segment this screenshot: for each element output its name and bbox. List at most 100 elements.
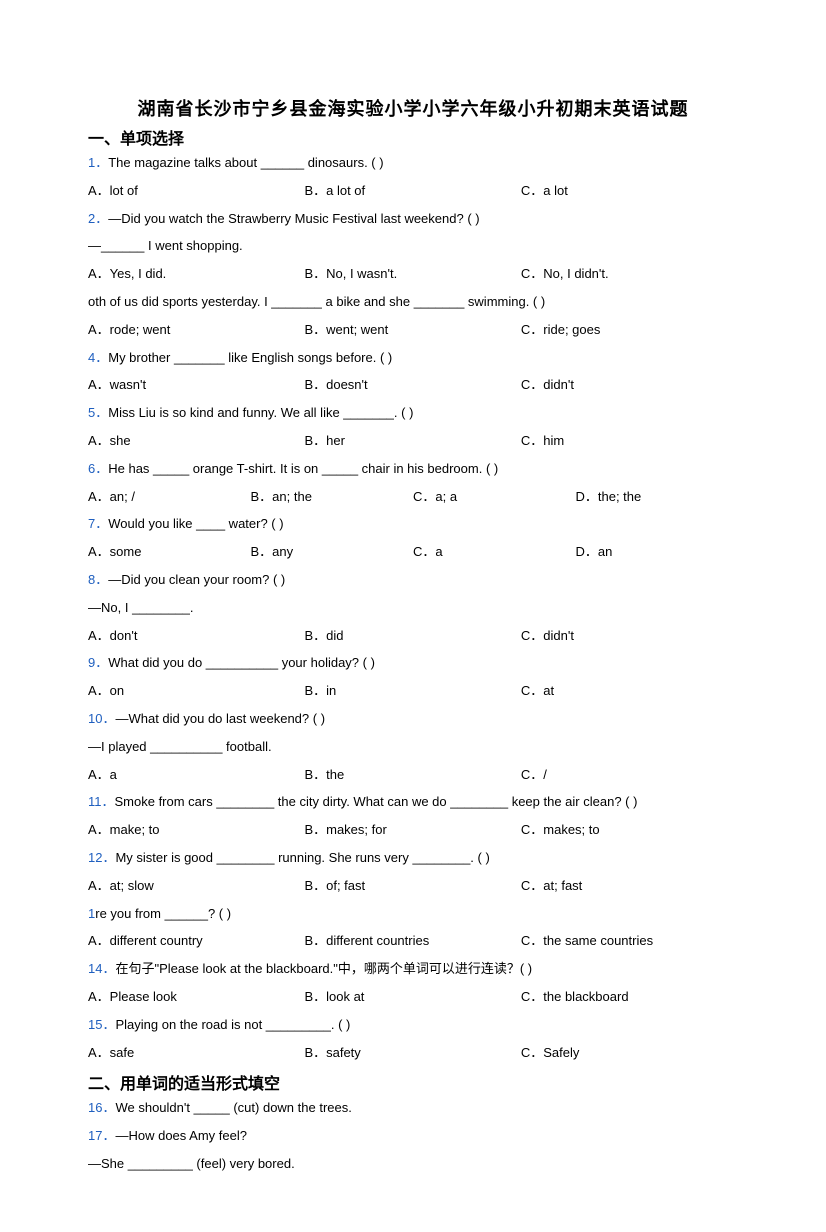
question-body: oth of us did sports yesterday. I ______… [88,294,545,309]
question-text: 7．Would you like ____ water? ( ) [88,514,738,535]
question-text: 10．—What did you do last weekend? ( ) [88,709,738,730]
question-text: 14．在句子"Please look at the blackboard."中，… [88,959,738,980]
option-d: D．the; the [576,487,739,508]
question-body: 在句子"Please look at the blackboard."中，哪两个… [115,961,532,976]
section1-title: 一、单项选择 [88,125,738,149]
fill-question-text: 17．—How does Amy feel? [88,1126,738,1147]
option-b: B．the [304,765,520,786]
question-text: 12．My sister is good ________ running. S… [88,848,738,869]
option-c: C．didn't [521,375,737,396]
option-c: C．ride; goes [521,320,737,341]
option-a: A．make; to [88,820,304,841]
question-body: —What did you do last weekend? ( ) [115,711,325,726]
option-a: A．at; slow [88,876,304,897]
option-c: C．No, I didn't. [521,264,737,285]
option-a: A．she [88,431,304,452]
question-number: 1． [88,155,108,170]
option-b: B．an; the [251,487,414,508]
question-text: 5．Miss Liu is so kind and funny. We all … [88,403,738,424]
question-number: 9． [88,655,108,670]
question-number: 7． [88,516,108,531]
question-body: We shouldn't _____ (cut) down the trees. [115,1100,351,1115]
options-row: A．at; slow B．of; fast C．at; fast [88,876,738,897]
option-a: A．lot of [88,181,304,202]
question-number: 5． [88,405,108,420]
option-c: C．didn't [521,626,737,647]
option-c: C．a lot [521,181,737,202]
question-body: My sister is good ________ running. She … [115,850,489,865]
options-row: A．wasn't B．doesn't C．didn't [88,375,738,396]
options-row: A．a B．the C．/ [88,765,738,786]
question-number: 6． [88,461,108,476]
option-a: A．different country [88,931,304,952]
options-row: A．safe B．safety C．Safely [88,1043,738,1064]
options-row: A．rode; went B．went; went C．ride; goes [88,320,738,341]
question-follow: —I played __________ football. [88,737,738,758]
question-number: 12． [88,850,115,865]
question-text: 6．He has _____ orange T-shirt. It is on … [88,459,738,480]
options-row: A．Please look B．look at C．the blackboard [88,987,738,1008]
option-b: B．makes; for [304,820,520,841]
question-text: 8．—Did you clean your room? ( ) [88,570,738,591]
option-c: C．a; a [413,487,576,508]
option-c: C．at; fast [521,876,737,897]
option-a: A．Yes, I did. [88,264,304,285]
option-b: B．different countries [304,931,520,952]
question-body: re you from ______? ( ) [95,906,231,921]
options-row: A．different country B．different countrie… [88,931,738,952]
option-b: B．safety [304,1043,520,1064]
question-text: oth of us did sports yesterday. I ______… [88,292,738,313]
question-body: —Did you watch the Strawberry Music Fest… [108,211,479,226]
question-body: Would you like ____ water? ( ) [108,516,283,531]
option-c: C．the blackboard [521,987,737,1008]
option-c: C．the same countries [521,931,737,952]
option-c: C．him [521,431,737,452]
question-body: —Did you clean your room? ( ) [108,572,285,587]
options-row: A．some B．any C．a D．an [88,542,738,563]
question-body: —How does Amy feel? [115,1128,247,1143]
option-a: A．Please look [88,987,304,1008]
question-text: 1．The magazine talks about ______ dinosa… [88,153,738,174]
question-body: Miss Liu is so kind and funny. We all li… [108,405,413,420]
option-b: B．her [304,431,520,452]
option-b: B．a lot of [304,181,520,202]
option-a: A．rode; went [88,320,304,341]
option-b: B．any [251,542,414,563]
option-b: B．did [304,626,520,647]
question-number: 11． [88,794,115,809]
option-b: B．in [304,681,520,702]
option-c: C．a [413,542,576,563]
question-number: 15． [88,1017,115,1032]
main-title: 湖南省长沙市宁乡县金海实验小学小学六年级小升初期末英语试题 [88,95,738,121]
option-a: A．an; / [88,487,251,508]
question-follow: —No, I ________. [88,598,738,619]
option-d: D．an [576,542,739,563]
question-body: What did you do __________ your holiday?… [108,655,375,670]
options-row: A．lot of B．a lot of C．a lot [88,181,738,202]
section2-title: 二、用单词的适当形式填空 [88,1070,738,1094]
question-text: 11．Smoke from cars ________ the city dir… [88,792,738,813]
option-c: C．makes; to [521,820,737,841]
question-number: 17． [88,1128,115,1143]
question-text: 1re you from ______? ( ) [88,904,738,925]
option-b: B．No, I wasn't. [304,264,520,285]
question-body: The magazine talks about ______ dinosaur… [108,155,383,170]
question-text: 4．My brother _______ like English songs … [88,348,738,369]
option-a: A．safe [88,1043,304,1064]
question-text: 9．What did you do __________ your holida… [88,653,738,674]
question-number: 8． [88,572,108,587]
question-number: 14． [88,961,115,976]
question-body: My brother _______ like English songs be… [108,350,392,365]
question-number: 2． [88,211,108,226]
option-b: B．went; went [304,320,520,341]
options-row: A．she B．her C．him [88,431,738,452]
option-b: B．look at [304,987,520,1008]
question-number: 10． [88,711,115,726]
question-text: 2．—Did you watch the Strawberry Music Fe… [88,209,738,230]
question-body: Playing on the road is not _________. ( … [115,1017,350,1032]
option-a: A．some [88,542,251,563]
question-number: 4． [88,350,108,365]
option-a: A．on [88,681,304,702]
option-c: C．at [521,681,737,702]
option-b: B．doesn't [304,375,520,396]
